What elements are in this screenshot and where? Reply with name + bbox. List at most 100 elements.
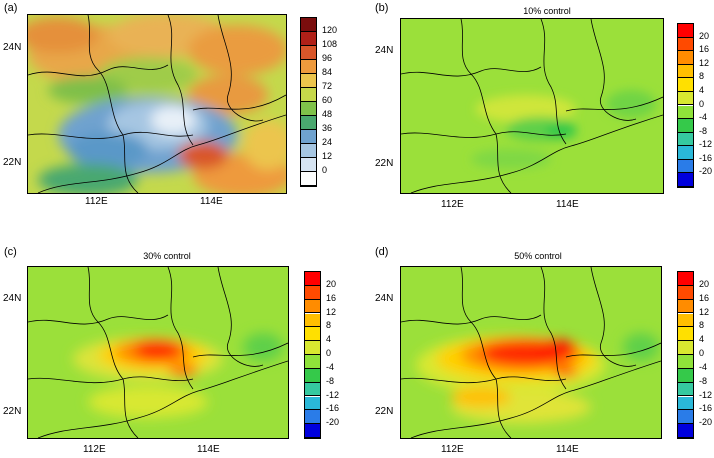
panel-a-ytick-22n: 22N	[3, 157, 22, 168]
colorbar-segment	[678, 78, 693, 92]
panel-b-title: 10% control	[523, 6, 571, 16]
panel-c-field	[28, 267, 288, 438]
colorbar-tick-label: -20	[699, 166, 713, 177]
colorbar-segment	[678, 424, 693, 438]
panel-d-boundaries	[401, 267, 661, 438]
colorbar-segment	[678, 105, 693, 120]
colorbar-segment	[678, 37, 693, 52]
panel-a-xtick-114e: 114E	[200, 196, 223, 207]
colorbar-segment	[301, 158, 316, 172]
colorbar-tick-label: -16	[699, 152, 713, 163]
colorbar-segment	[678, 410, 693, 425]
colorbar-segment	[305, 368, 320, 383]
colorbar-segment	[301, 46, 316, 60]
panel-d-field	[401, 267, 661, 438]
panel-b-label: (b)	[375, 2, 389, 14]
colorbar-tick-label: 20	[326, 278, 337, 289]
colorbar-segment	[305, 355, 320, 369]
colorbar-segment	[678, 272, 693, 286]
panel-a-ytick-24n: 24N	[3, 42, 22, 53]
panel-d-label: (d)	[375, 246, 389, 258]
colorbar-segment	[301, 144, 316, 158]
colorbar-segment	[301, 32, 316, 46]
panel-c-xtick-112e: 112E	[83, 444, 106, 455]
colorbar-segment	[301, 18, 316, 32]
panel-b-boundaries	[401, 19, 663, 193]
colorbar-tick-label: 60	[322, 95, 333, 105]
panel-c-boundaries	[28, 267, 288, 438]
colorbar-tick-label: 0	[699, 98, 705, 109]
panel-c-ytick-24n: 24N	[3, 293, 22, 304]
panel-b-colorbar	[677, 23, 694, 188]
colorbar-segment	[678, 368, 693, 383]
colorbar-tick-label: 12	[699, 306, 710, 317]
panel-d-ytick-24n: 24N	[375, 293, 394, 304]
colorbar-tick-label: 4	[326, 334, 332, 345]
colorbar-tick-label: -4	[699, 361, 708, 372]
colorbar-tick-label: -12	[326, 389, 340, 400]
colorbar-segment	[301, 130, 316, 144]
colorbar-tick-label: 4	[699, 334, 705, 345]
colorbar-tick-label: 8	[699, 320, 705, 331]
colorbar-tick-label: -8	[699, 125, 708, 136]
colorbar-tick-label: -20	[699, 417, 713, 428]
colorbar-segment	[305, 299, 320, 314]
colorbar-tick-label: 20	[699, 278, 710, 289]
colorbar-segment	[305, 272, 320, 286]
colorbar-segment	[678, 24, 693, 38]
panel-d-xtick-112e: 112E	[441, 444, 464, 455]
colorbar-segment	[305, 285, 320, 300]
panel-c-map	[27, 266, 289, 439]
panel-b-xtick-112e: 112E	[441, 199, 464, 210]
colorbar-segment	[305, 382, 320, 397]
panel-a-field	[28, 15, 286, 193]
panel-d-map	[400, 266, 662, 439]
colorbar-segment	[678, 91, 693, 106]
colorbar-segment	[301, 74, 316, 88]
panel-c-title: 30% control	[143, 251, 191, 261]
colorbar-tick-label: 108	[322, 39, 338, 49]
panel-d-xtick-114e: 114E	[556, 444, 579, 455]
panel-a-map	[27, 14, 287, 194]
colorbar-segment	[301, 172, 316, 186]
panel-d-title: 50% control	[514, 251, 562, 261]
colorbar-tick-label: 8	[699, 71, 705, 82]
colorbar-tick-label: 96	[322, 53, 333, 63]
colorbar-segment	[678, 132, 693, 147]
colorbar-segment	[678, 159, 693, 174]
panel-b-ytick-24n: 24N	[375, 45, 394, 56]
colorbar-segment	[305, 410, 320, 425]
colorbar-tick-label: 0	[322, 165, 328, 175]
colorbar-tick-label: 48	[322, 109, 333, 119]
colorbar-segment	[305, 424, 320, 438]
colorbar-segment	[678, 119, 693, 133]
panel-a-boundaries	[28, 15, 286, 193]
colorbar-segment	[305, 341, 320, 355]
colorbar-tick-label: -12	[699, 139, 713, 150]
panel-c-xtick-114e: 114E	[197, 444, 220, 455]
colorbar-segment	[305, 327, 320, 342]
colorbar-tick-label: 16	[699, 292, 710, 303]
colorbar-tick-label: 0	[326, 348, 332, 358]
colorbar-segment	[678, 396, 693, 411]
panel-a-xtick-112e: 112E	[85, 196, 108, 207]
colorbar-tick-label: 24	[322, 137, 333, 147]
colorbar-segment	[678, 51, 693, 65]
panel-c-label: (c)	[4, 246, 17, 258]
colorbar-segment	[678, 341, 693, 355]
colorbar-tick-label: 20	[699, 30, 710, 41]
panel-b-ytick-22n: 22N	[375, 158, 394, 169]
panel-c-colorbar	[304, 271, 321, 439]
colorbar-tick-label: -16	[326, 403, 340, 414]
colorbar-segment	[678, 285, 693, 300]
colorbar-tick-label: 36	[322, 123, 333, 133]
colorbar-segment	[678, 313, 693, 328]
colorbar-segment	[678, 382, 693, 397]
colorbar-tick-label: 16	[699, 44, 710, 55]
colorbar-tick-label: 84	[322, 67, 333, 77]
colorbar-segment	[305, 313, 320, 328]
colorbar-tick-label: -8	[699, 375, 708, 386]
colorbar-tick-label: -20	[326, 417, 340, 428]
panel-a-colorbar	[300, 17, 317, 187]
colorbar-segment	[678, 64, 693, 79]
